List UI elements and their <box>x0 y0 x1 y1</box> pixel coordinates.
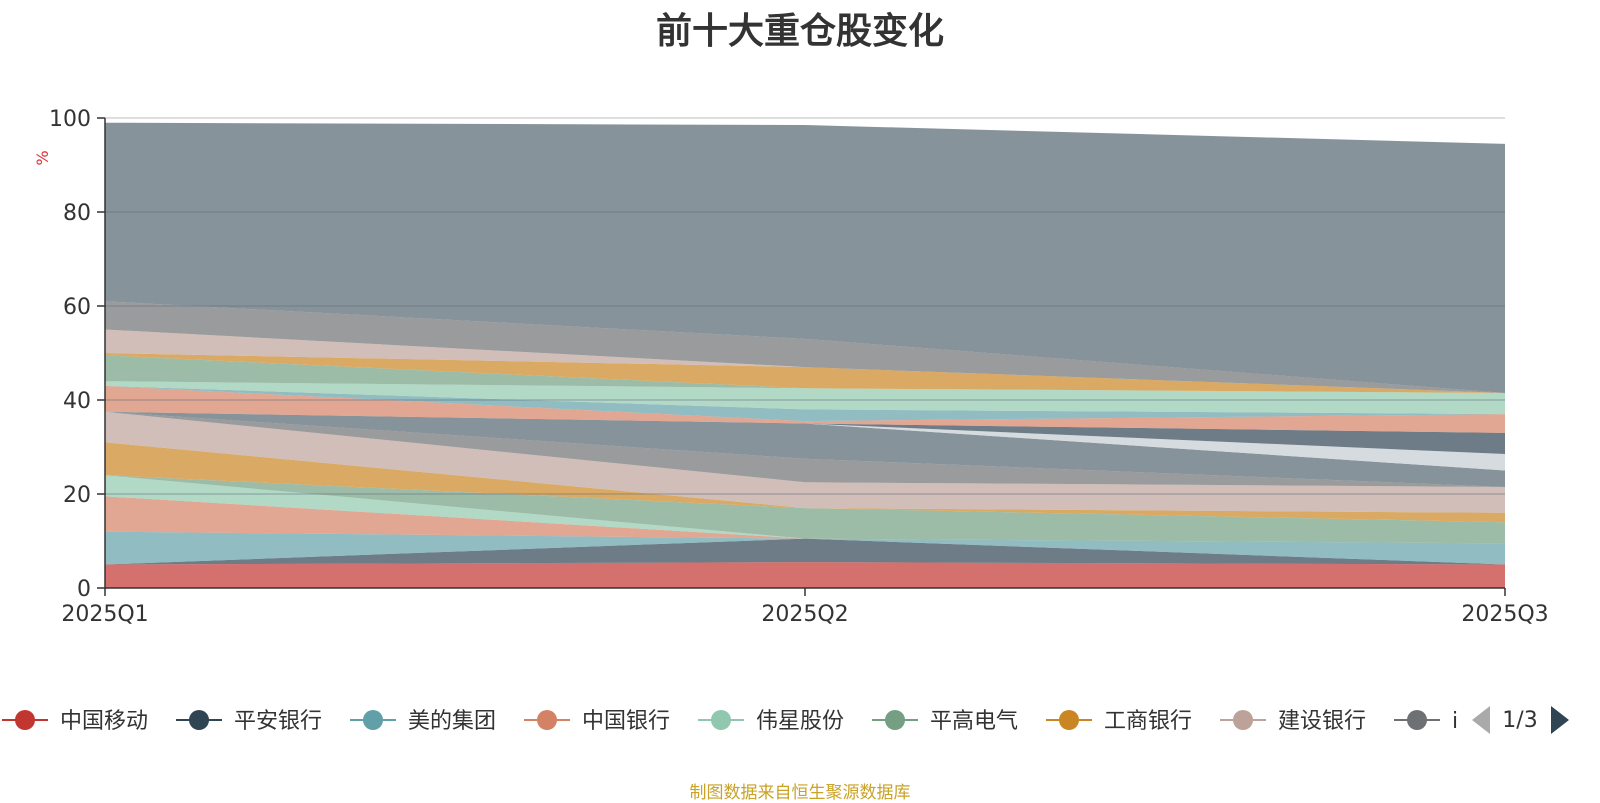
legend-label: 平安银行 <box>234 709 322 734</box>
legend-marker-icon <box>1233 710 1253 730</box>
legend-item[interactable]: i <box>1394 709 1458 734</box>
legend-item[interactable]: 平安银行 <box>176 709 322 734</box>
legend-marker-icon <box>711 710 731 730</box>
area-series-8 <box>105 411 1505 513</box>
area-series-10 <box>105 411 1505 487</box>
legend-pager: 1/3 <box>1472 706 1569 734</box>
legend-item[interactable]: 中国银行 <box>524 709 670 734</box>
legend-label: 中国移动 <box>60 709 148 734</box>
legend-label: 中国银行 <box>582 709 670 734</box>
x-tick-label: 2025Q1 <box>61 602 148 627</box>
legend-marker-icon <box>885 710 905 730</box>
area-series-6 <box>105 475 1505 544</box>
area-series-14 <box>105 385 1505 422</box>
chart-title: 前十大重仓股变化 <box>655 11 944 52</box>
grid-lines <box>105 117 1505 495</box>
legend-next-icon[interactable] <box>1551 706 1569 734</box>
area-series-12 <box>105 411 1505 455</box>
y-tick-label: 100 <box>49 107 91 132</box>
legend-marker-icon <box>15 710 35 730</box>
legend-marker-icon <box>1059 710 1079 730</box>
y-tick-label: 60 <box>63 295 91 320</box>
area-series-3 <box>105 531 1505 565</box>
area-series-7 <box>105 442 1505 523</box>
legend-item[interactable]: 伟星股份 <box>698 709 844 734</box>
x-ticks: 2025Q1 2025Q2 2025Q3 <box>61 588 1549 627</box>
legend-label: 建设银行 <box>1278 709 1366 734</box>
legend: 中国移动 平安银行 美的集团 中国银行 伟星股份 平高电气 工商银行 建设银行 i <box>2 709 1458 734</box>
legend-item[interactable]: 平高电气 <box>872 709 1018 734</box>
y-tick-label: 0 <box>77 577 91 602</box>
legend-label: 工商银行 <box>1104 709 1192 734</box>
area-series-2 <box>105 538 1505 565</box>
legend-marker-icon <box>363 710 383 730</box>
legend-label: 伟星股份 <box>756 709 844 734</box>
y-axis-label: % <box>33 150 52 165</box>
legend-label: 美的集团 <box>408 709 496 734</box>
legend-item[interactable]: 中国移动 <box>2 709 148 734</box>
area-series-13 <box>105 385 1505 433</box>
legend-marker-icon <box>1407 710 1427 730</box>
y-tick-label: 20 <box>63 483 91 508</box>
area-series-9 <box>105 411 1505 487</box>
y-tick-label: 40 <box>63 389 91 414</box>
legend-item[interactable]: 建设银行 <box>1220 709 1366 734</box>
area-layers <box>105 122 1505 588</box>
area-series-1 <box>105 562 1505 588</box>
data-source-note: 制图数据来自恒生聚源数据库 <box>689 783 911 803</box>
y-ticks: 0 20 40 60 80 100 <box>49 107 105 602</box>
legend-item[interactable]: 工商银行 <box>1046 709 1192 734</box>
x-tick-label: 2025Q3 <box>1461 602 1548 627</box>
legend-label: 平高电气 <box>930 709 1018 734</box>
x-tick-label: 2025Q2 <box>761 602 848 627</box>
area-series-4 <box>105 496 1505 544</box>
area-series-17 <box>105 353 1505 393</box>
legend-prev-icon[interactable] <box>1472 706 1490 734</box>
legend-page-indicator: 1/3 <box>1502 708 1537 733</box>
area-series-5 <box>105 475 1505 544</box>
area-series-20 <box>105 122 1505 393</box>
legend-marker-icon <box>537 710 557 730</box>
area-series-15 <box>105 381 1505 415</box>
legend-item[interactable]: 美的集团 <box>350 709 496 734</box>
area-series-16 <box>105 355 1505 393</box>
legend-label: i <box>1452 709 1458 734</box>
y-tick-label: 80 <box>63 201 91 226</box>
area-series-19 <box>105 301 1505 393</box>
legend-marker-icon <box>189 710 209 730</box>
